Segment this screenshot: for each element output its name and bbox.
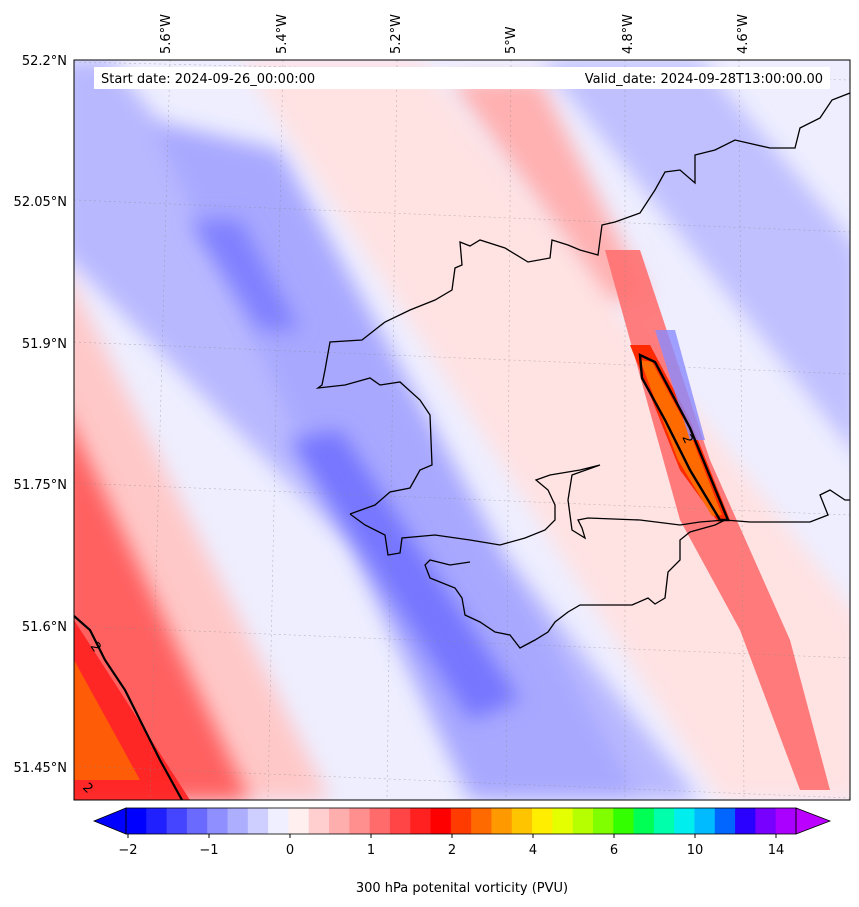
colorbar-cell (755, 808, 777, 834)
pv-band-centre-high (240, 60, 850, 800)
colorbar-cell (186, 808, 208, 834)
pv2-contour-west (74, 615, 183, 800)
pv-band-northeast (450, 80, 650, 300)
colorbar-cell (674, 808, 696, 834)
pv-band-east-low (540, 60, 850, 448)
lon-label-5-2w: 5.2°W (389, 14, 404, 54)
colorbar-tick-label: 0 (286, 843, 294, 858)
lat-label-51-45n: 51.45°N (14, 761, 67, 776)
lon-label-5w: 5°W (504, 26, 519, 54)
colorbar-label: 300 hPa potenital vorticity (PVU) (356, 881, 568, 896)
colorbar-cell (329, 808, 350, 834)
colorbar-cell (389, 808, 411, 834)
colorbar-cell (532, 808, 553, 834)
colorbar-cell (552, 808, 574, 834)
lon-label-5-4w: 5.4°W (275, 14, 290, 54)
colorbar-cell (126, 808, 147, 834)
colorbar-tick-label: 10 (687, 843, 704, 858)
colorbar-cell (471, 808, 493, 834)
colorbar-tick-label: 1 (367, 843, 375, 858)
colorbar-tick-label: 2 (448, 843, 456, 858)
lon-label-4-6w: 4.6°W (736, 14, 751, 54)
colorbar-cells (126, 808, 797, 834)
colorbar-extend-min (92, 807, 127, 835)
plot-frame (73, 59, 851, 801)
colorbar-cell (207, 808, 229, 834)
colorbar-tick-label: 6 (610, 843, 618, 858)
colorbar-extend-max (795, 807, 832, 835)
colorbar-cell (572, 808, 594, 834)
colorbar-cell (146, 808, 168, 834)
coastline-pembroke-south (424, 519, 726, 649)
colorbar-cell (247, 808, 269, 834)
colorbar-cell (775, 808, 797, 834)
colorbar-frame (125, 807, 797, 835)
colorbar-tick-label: 14 (768, 843, 785, 858)
colorbar-cell (308, 808, 330, 834)
lon-label-5-6w: 5.6°W (159, 14, 174, 54)
pv-core-north-blue (190, 220, 300, 330)
colorbar-cell (227, 808, 249, 834)
longitude-labels: 5.6°W 5.4°W 5.2°W 5°W 4.8°W 4.6°W (159, 14, 751, 54)
coastline-north (315, 92, 850, 515)
lon-label-4-8w: 4.8°W (621, 14, 636, 54)
colorbar-cell (166, 808, 188, 834)
coastline-south (349, 464, 850, 556)
colorbar-cell (450, 808, 472, 834)
colorbar-cell (592, 808, 614, 834)
lat-label-52-05n: 52.05°N (14, 195, 67, 210)
colorbar-cell (613, 808, 635, 834)
colorbar-cell (288, 808, 310, 834)
colorbar-ticks: −2 −1 0 1 2 4 6 10 14 (118, 834, 784, 858)
colorbar-cell (633, 808, 655, 834)
date-strip (94, 67, 830, 89)
pv-filament-core (640, 360, 722, 516)
pv-field: 2 2 2 Start date: 2024-09-26_00:00:00 Va… (74, 60, 850, 800)
pv2-contour-filament (638, 353, 730, 522)
colorbar-cell (511, 808, 533, 834)
valid-date-label: Valid_date: 2024-09-28T13:00:00.00 (585, 72, 823, 87)
colorbar-cell (714, 808, 736, 834)
colorbar-tick-label: −2 (118, 843, 137, 858)
lat-label-51-9n: 51.9°N (22, 337, 67, 352)
start-date-label: Start date: 2024-09-26_00:00:00 (101, 72, 315, 87)
colorbar-tick-label: −1 (199, 843, 218, 858)
colorbar-cell (694, 808, 716, 834)
colorbar-cell (430, 808, 452, 834)
colorbar: −2 −1 0 1 2 4 6 10 14 300 hPa potenital vorticit… (92, 807, 832, 896)
colorbar-cell (410, 808, 432, 834)
pv-core-west-orange (74, 660, 140, 780)
lat-label-51-75n: 51.75°N (14, 478, 67, 493)
colorbar-cell (653, 808, 675, 834)
pv-filament-blue-edge (655, 330, 705, 440)
colorbar-cell (349, 808, 371, 834)
pv-core-centre-blue (290, 430, 520, 720)
colorbar-cell (268, 808, 290, 834)
colorbar-cell (369, 808, 391, 834)
colorbar-cell (735, 808, 756, 834)
lat-label-51-6n: 51.6°N (22, 620, 67, 635)
colorbar-tick-label: 4 (529, 843, 537, 858)
latitude-labels: 52.2°N 52.05°N 51.9°N 51.75°N 51.6°N 51.… (14, 54, 67, 776)
colorbar-cell (491, 808, 513, 834)
lat-label-52-2n: 52.2°N (22, 54, 67, 69)
